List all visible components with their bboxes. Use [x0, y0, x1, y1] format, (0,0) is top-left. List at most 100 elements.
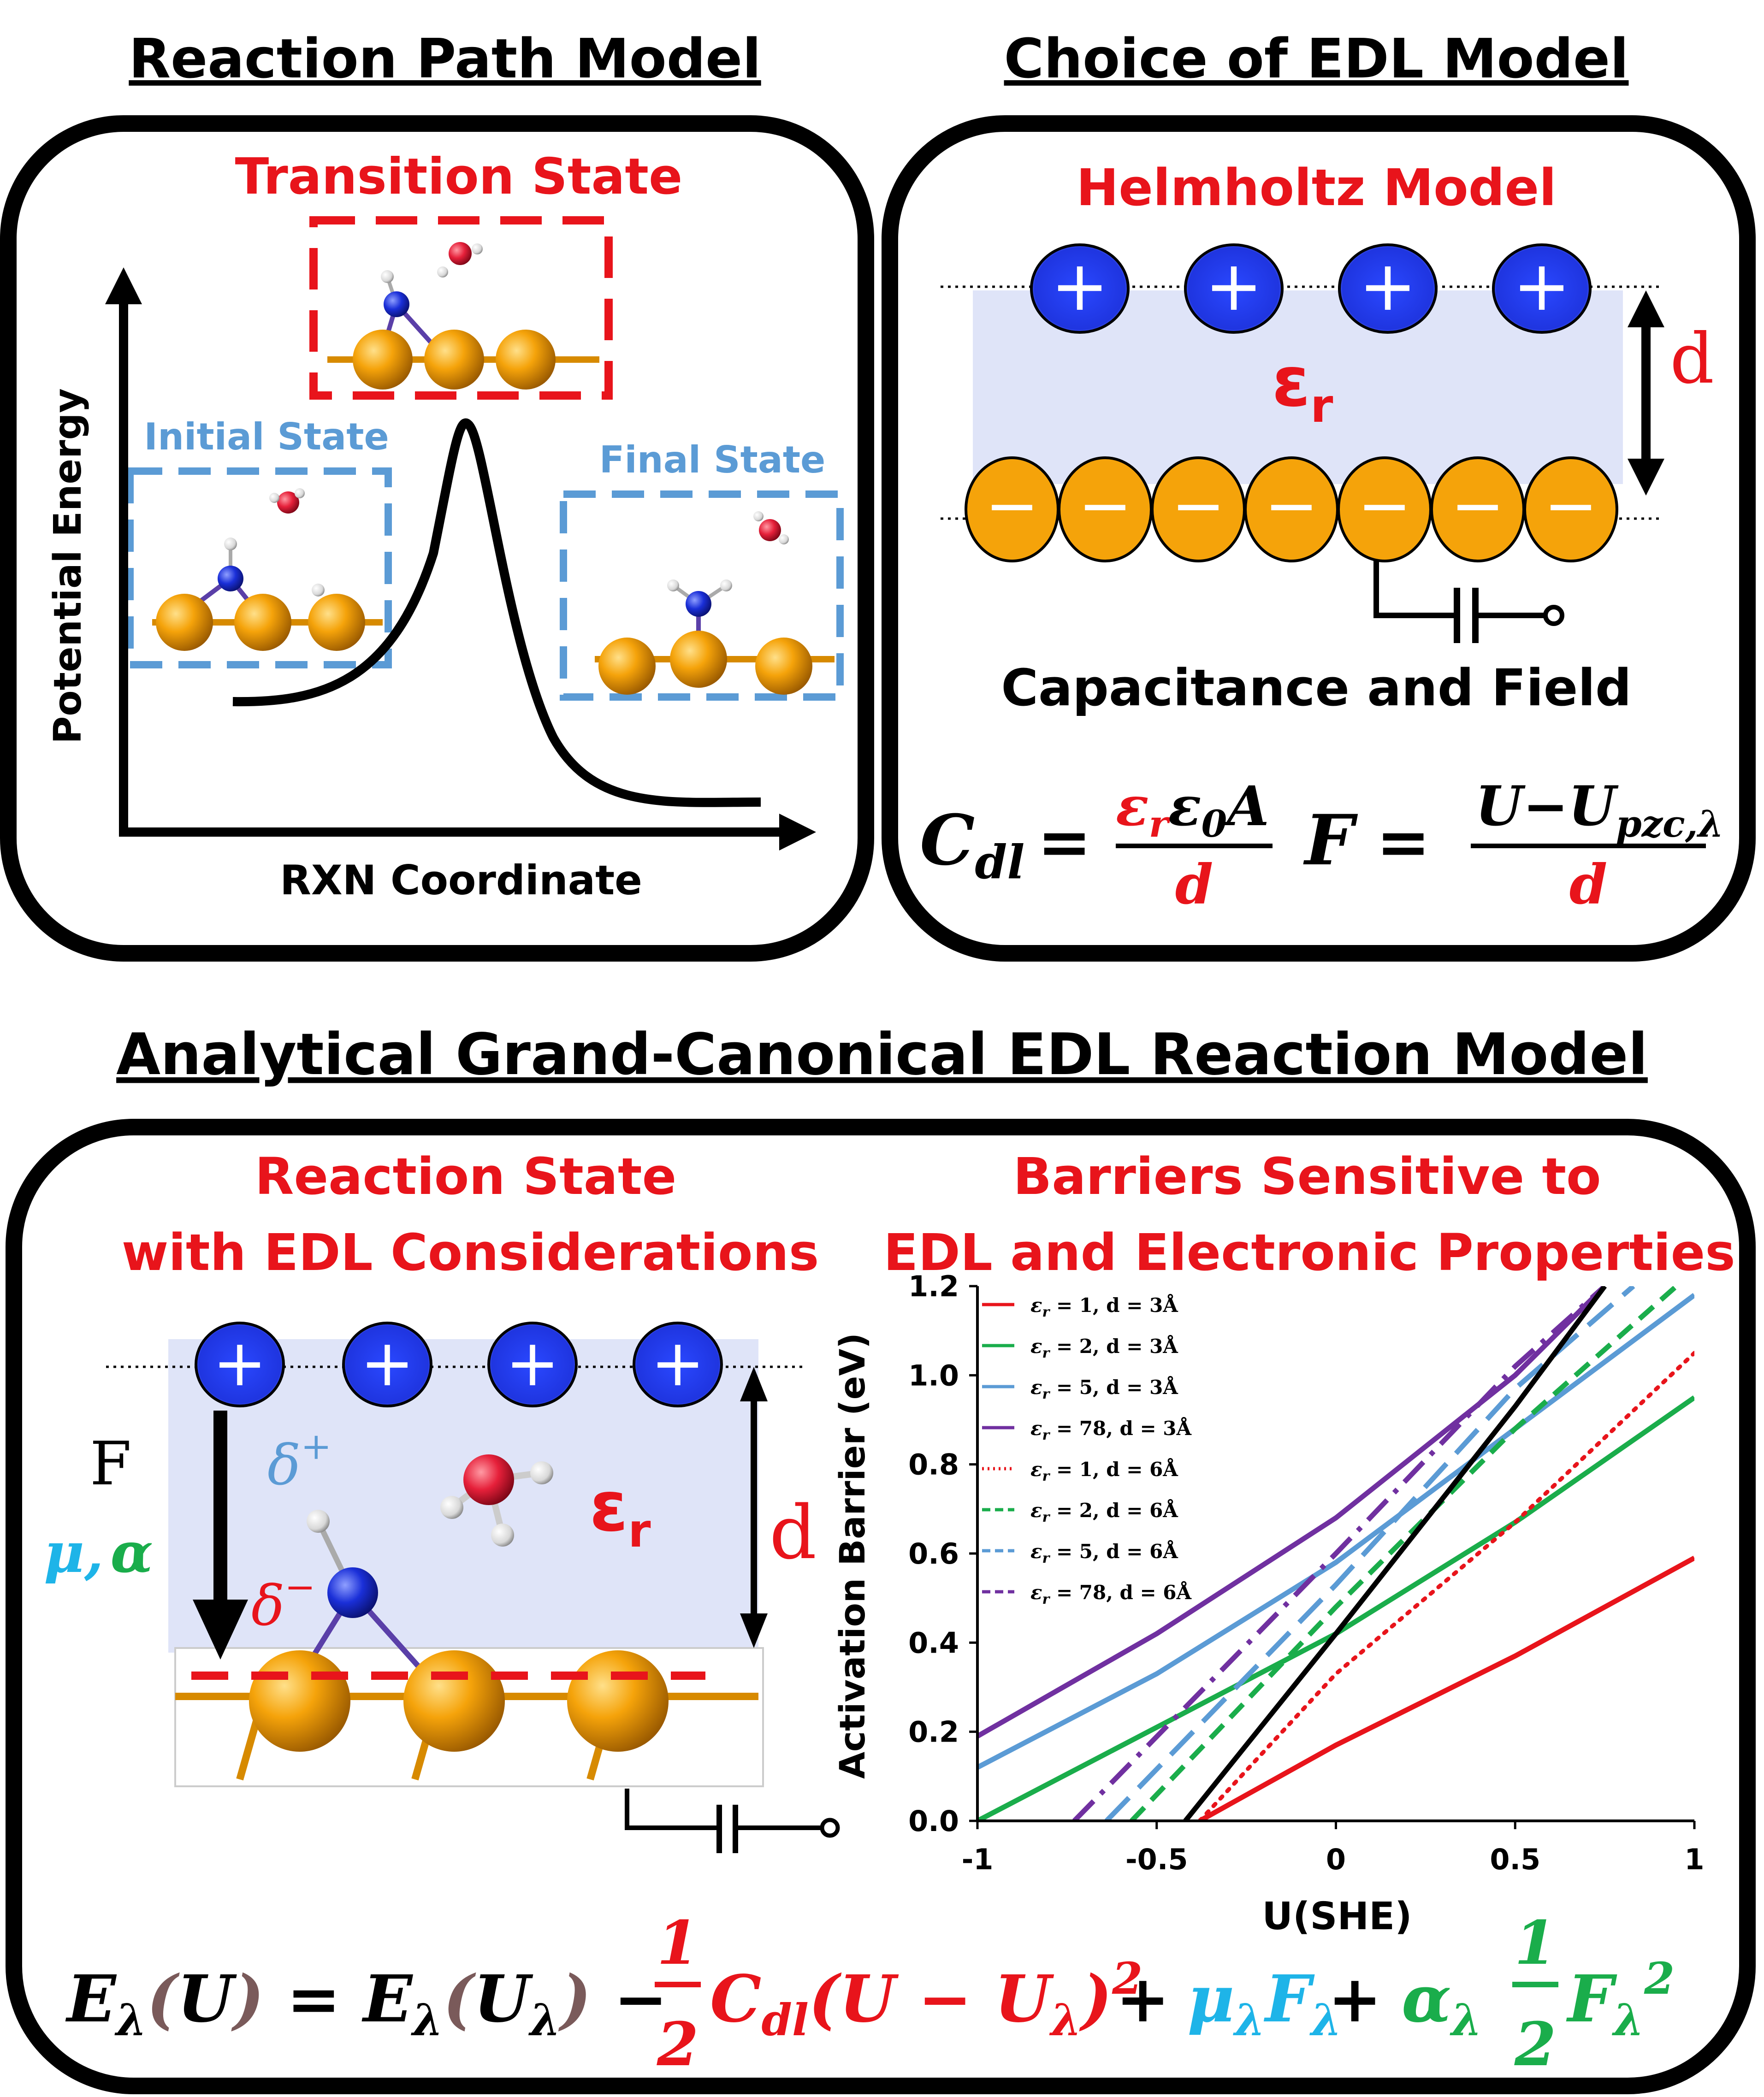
chart-x-label: U(SHE) [1262, 1895, 1412, 1938]
x-tick-label: 0.5 [1490, 1843, 1540, 1876]
y-tick-label: 1.0 [908, 1359, 959, 1392]
legend-entry-6: εr = 5, d = 6Å [1030, 1540, 1178, 1566]
svg-text:d: d [1569, 852, 1608, 916]
svg-text:1: 1 [1515, 1908, 1556, 1978]
svg-text:U−Upzc,λ: U−Upzc,λ [1475, 774, 1724, 845]
transition-state-molecule [327, 242, 599, 390]
electrode-charge: − [1244, 456, 1339, 562]
svg-text:Eλ(U) = Eλ(Uλ) −: Eλ(U) = Eλ(Uλ) − [65, 1961, 668, 2046]
svg-text:1: 1 [657, 1908, 698, 1978]
legend-entry-4: εr = 1, d = 6Å [1030, 1458, 1178, 1484]
cation: + [1030, 243, 1130, 334]
series-line-5 [1130, 1286, 1678, 1821]
distance-label-reaction: d [770, 1489, 817, 1576]
svg-text:Cdl(U − Uλ)2: Cdl(U − Uλ)2 [710, 1953, 1142, 2046]
edl-choice-header: Choice of EDL Model [1004, 27, 1629, 90]
chart-y-label: Activation Barrier (eV) [832, 1333, 873, 1779]
svg-text:+: + [1205, 246, 1263, 326]
electrode-charge: − [1430, 456, 1525, 562]
svg-text:−: − [1171, 468, 1225, 543]
svg-text:αλ: αλ [1402, 1961, 1482, 2046]
y-tick-label: 0.2 [908, 1715, 959, 1749]
reaction-state-title-2: with EDL Considerations [122, 1223, 819, 1282]
svg-text:−: − [1357, 468, 1411, 543]
rxn-axis-arrowhead [779, 814, 816, 851]
svg-text:−: − [1544, 468, 1598, 543]
series-line-8 [1183, 1286, 1607, 1821]
reaction-state-title-1: Reaction State [255, 1147, 676, 1206]
electrode-circuit [1373, 560, 1564, 643]
electrode-circuit-reaction [625, 1789, 840, 1853]
svg-text:+: + [1513, 246, 1571, 326]
svg-text:+: + [1051, 246, 1109, 326]
initial-state-label: Initial State [144, 415, 389, 458]
oxygen-atom [463, 1454, 514, 1505]
y-tick-label: 1.2 [908, 1270, 959, 1303]
svg-text:−: − [1078, 468, 1132, 543]
field-arrow-head [193, 1600, 248, 1660]
series-line-0 [1198, 1555, 1694, 1821]
surface-atom [249, 1650, 350, 1752]
legend-entry-0: εr = 1, d = 3Å [1030, 1294, 1178, 1320]
svg-text:2: 2 [657, 2009, 698, 2079]
distance-arrow-top [1628, 290, 1664, 327]
edl-model-panel [882, 115, 1756, 962]
svg-text:+: + [1359, 246, 1417, 326]
cation: + [1492, 243, 1592, 334]
barriers-title-1: Barriers Sensitive to [1013, 1147, 1601, 1206]
field-equation: F = U−Upzc,λ d [1303, 774, 1724, 916]
cation: + [633, 1322, 723, 1407]
svg-text:−: − [1264, 468, 1318, 543]
svg-text:−: − [985, 468, 1039, 543]
electrode-charge-layer: − − − − − − − [965, 456, 1618, 562]
svg-text:F: F [1303, 800, 1358, 881]
reaction-path-header: Reaction Path Model [129, 27, 761, 90]
svg-text:Cdl: Cdl [920, 800, 1024, 889]
distance-arrow-bottom [1628, 459, 1664, 496]
legend-entry-5: εr = 2, d = 6Å [1030, 1499, 1178, 1525]
cation-layer: + + + + [1030, 243, 1592, 334]
grand-canonical-equation: Eλ(U) = Eλ(Uλ) − 1 2 Cdl(U − Uλ)2 + μλFλ… [65, 1908, 1675, 2079]
nitrogen-atom [327, 1567, 378, 1618]
svg-text:+: + [1328, 1961, 1382, 2037]
series-line-3 [977, 1286, 1607, 1739]
legend-entry-3: εr = 78, d = 3Å [1030, 1417, 1192, 1443]
y-tick-label: 0.0 [908, 1804, 959, 1838]
distance-label: d [1670, 319, 1714, 399]
cation: + [195, 1322, 285, 1407]
svg-text:+: + [651, 1326, 704, 1401]
energy-profile-curve [232, 418, 761, 807]
y-tick-label: 0.8 [908, 1448, 959, 1482]
barriers-title-2: EDL and Electronic Properties [883, 1223, 1735, 1282]
svg-text:+: + [213, 1326, 266, 1401]
legend-entry-7: εr = 78, d = 6Å [1030, 1581, 1192, 1607]
svg-text:μλFλ: μλFλ [1187, 1961, 1342, 2046]
svg-text:+: + [1116, 1961, 1170, 2037]
cation: + [487, 1322, 578, 1407]
svg-text:=: = [1037, 804, 1091, 880]
electrode-charge: − [1151, 456, 1246, 562]
legend-entry-2: εr = 5, d = 3Å [1030, 1376, 1178, 1402]
electrode-charge: − [1058, 456, 1153, 562]
svg-text:2: 2 [1514, 2009, 1556, 2079]
surface-atom [567, 1650, 669, 1752]
cation: + [342, 1322, 432, 1407]
transition-state-label: Transition State [235, 148, 683, 206]
series-line-4 [1197, 1351, 1694, 1821]
x-tick-label: -1 [962, 1843, 994, 1876]
series-line-2 [977, 1293, 1694, 1770]
x-tick-label: -0.5 [1125, 1843, 1188, 1876]
x-tick-label: 1 [1684, 1843, 1704, 1876]
initial-state-molecule [152, 488, 383, 651]
svg-text:εrε0A: εrε0A [1116, 774, 1269, 845]
svg-text:+: + [360, 1326, 414, 1401]
final-state-label: Final State [599, 438, 826, 481]
rxn-coordinate-label: RXN Coordinate [280, 857, 642, 904]
x-tick-label: 0 [1326, 1843, 1346, 1876]
series-line-7 [1072, 1286, 1607, 1821]
analytical-model-header: Analytical Grand-Canonical EDL Reaction … [116, 1022, 1648, 1088]
electrode-charge: − [1337, 456, 1432, 562]
electrode-charge: − [965, 456, 1060, 562]
helmholtz-title: Helmholtz Model [1076, 158, 1557, 217]
